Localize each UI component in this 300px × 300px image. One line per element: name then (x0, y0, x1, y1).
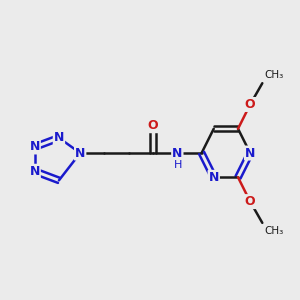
Text: N: N (75, 146, 86, 160)
Text: N: N (245, 146, 255, 160)
Text: methoxy: methoxy (265, 79, 271, 80)
Text: H: H (174, 160, 182, 170)
Text: N: N (54, 131, 64, 144)
Text: O: O (245, 195, 256, 208)
Text: O: O (245, 98, 256, 111)
Text: methoxy: methoxy (264, 82, 270, 83)
Text: N: N (208, 171, 219, 184)
Text: CH₃: CH₃ (264, 226, 284, 236)
Text: N: N (29, 165, 40, 178)
Text: N: N (172, 146, 182, 160)
Text: N: N (29, 140, 40, 154)
Text: O: O (148, 119, 158, 132)
Text: CH₃: CH₃ (264, 70, 284, 80)
